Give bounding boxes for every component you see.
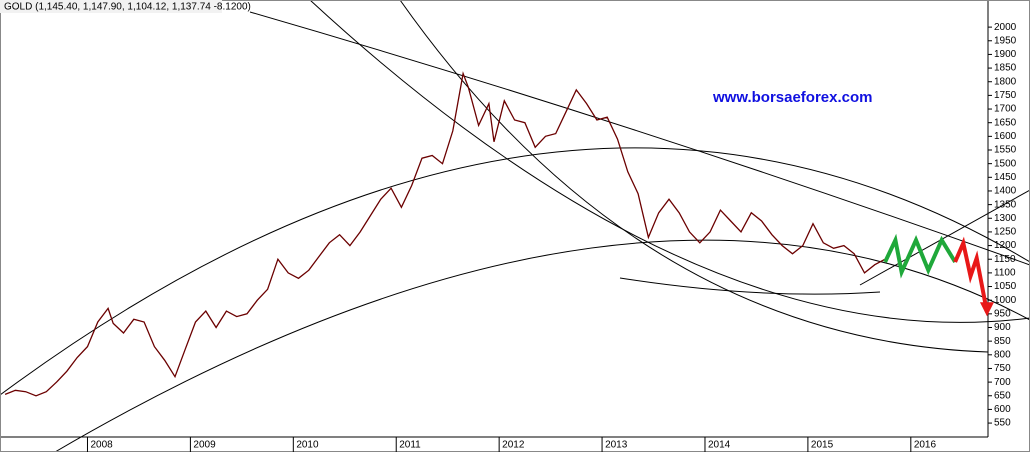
trend-arc [619, 277, 881, 295]
trend-arc [309, 0, 1030, 323]
price-line [4, 71, 886, 397]
trend-arc [54, 239, 1030, 452]
price-line [953, 236, 989, 313]
y-tick-label: 1850 [994, 63, 1017, 74]
y-tick-label: 1750 [994, 90, 1017, 101]
y-tick-label: 1650 [994, 117, 1017, 128]
y-tick-label: 1400 [994, 186, 1017, 197]
y-tick-label: 1600 [994, 131, 1017, 142]
y-tick-label: 1500 [994, 158, 1017, 169]
trend-arc [859, 189, 1030, 286]
y-tick-label: 700 [994, 377, 1011, 388]
x-tick-label: 2016 [914, 440, 937, 451]
trend-arc [249, 11, 1030, 266]
y-tick-label: 1350 [994, 199, 1017, 210]
y-tick-label: 1050 [994, 281, 1017, 292]
y-tick-label: 800 [994, 349, 1011, 360]
y-tick-label: 1200 [994, 240, 1017, 251]
y-tick-label: 1900 [994, 49, 1017, 60]
x-tick-label: 2008 [90, 440, 113, 451]
header-box [0, 0, 222, 13]
y-tick-label: 1700 [994, 104, 1017, 115]
y-tick-label: 550 [994, 418, 1011, 429]
y-tick-label: 1000 [994, 295, 1017, 306]
y-tick-label: 1550 [994, 145, 1017, 156]
y-tick-label: 1150 [994, 254, 1016, 265]
x-tick-label: 2015 [811, 440, 834, 451]
y-tick-label: 650 [994, 390, 1011, 401]
y-tick-label: 1250 [994, 227, 1017, 238]
watermark: www.borsaeforex.com [712, 89, 873, 106]
x-tick-label: 2014 [708, 440, 731, 451]
y-tick-label: 850 [994, 336, 1011, 347]
y-tick-label: 1450 [994, 172, 1017, 183]
trend-arc [0, 147, 1030, 396]
y-tick-label: 950 [994, 308, 1011, 319]
y-tick-label: 1950 [994, 35, 1017, 46]
x-tick-label: 2013 [605, 440, 628, 451]
arrow-head [979, 302, 994, 317]
x-tick-label: 2011 [399, 440, 421, 451]
y-tick-label: 1300 [994, 213, 1017, 224]
x-tick-label: 2009 [193, 440, 216, 451]
price-line [883, 233, 957, 279]
y-tick-label: 1800 [994, 76, 1017, 87]
x-tick-label: 2012 [502, 440, 525, 451]
y-tick-label: 2000 [994, 22, 1017, 33]
trend-arc [399, 0, 989, 353]
y-tick-label: 1100 [994, 268, 1016, 279]
y-tick-label: 750 [994, 363, 1011, 374]
chart-title: GOLD (1,145.40, 1,147.90, 1,104.12, 1,13… [4, 2, 251, 13]
y-tick-label: 600 [994, 404, 1011, 415]
y-tick-label: 900 [994, 322, 1011, 333]
x-tick-label: 2010 [296, 440, 319, 451]
